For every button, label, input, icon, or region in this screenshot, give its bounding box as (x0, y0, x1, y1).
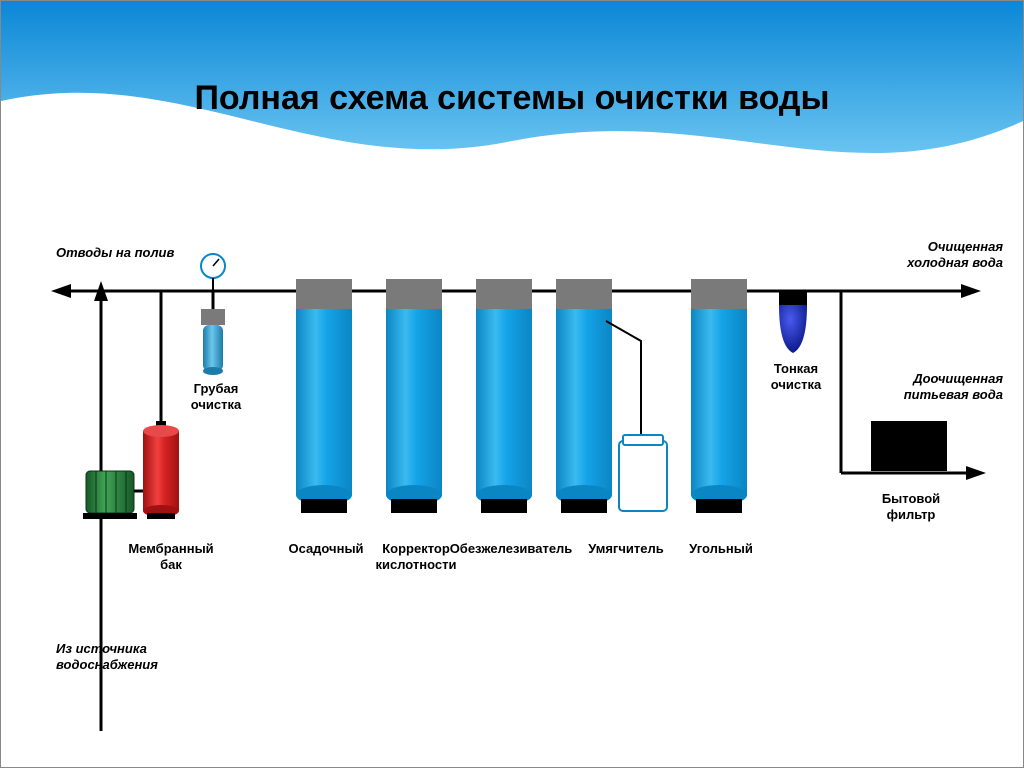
label-sediment: Осадочный (281, 541, 371, 557)
label-purified: Доочищеннаяпитьевая вода (904, 371, 1003, 402)
arrow-right-2-icon (966, 466, 986, 480)
slide: Полная схема системы очистки воды (0, 0, 1024, 768)
filter-carbon (691, 279, 747, 513)
membrane-tank (143, 291, 179, 519)
label-deironer: Обезжелезиватель (446, 541, 576, 557)
arrow-left-icon (51, 284, 71, 298)
label-clean-cold: Очищеннаяхолодная вода (907, 239, 1003, 270)
fine-filter (779, 291, 807, 353)
filter-sediment (296, 279, 352, 513)
slide-title: Полная схема системы очистки воды (1, 79, 1023, 118)
label-membrane: Мембранныйбак (121, 541, 221, 572)
label-fine: Тонкаяочистка (761, 361, 831, 392)
label-carbon: Угольный (681, 541, 761, 557)
pump (83, 471, 143, 519)
filter-acidity (386, 279, 442, 513)
filter-deironer (476, 279, 532, 513)
label-coarse: Грубаяочистка (181, 381, 251, 412)
label-irrigation: Отводы на полив (56, 245, 174, 261)
label-source: Из источникаводоснабжения (56, 641, 186, 672)
label-household: Бытовойфильтр (866, 491, 956, 522)
label-softener: Умягчитель (576, 541, 676, 557)
coarse-filter (201, 254, 225, 375)
arrow-right-icon (961, 284, 981, 298)
softener-brine-tank (619, 435, 667, 511)
